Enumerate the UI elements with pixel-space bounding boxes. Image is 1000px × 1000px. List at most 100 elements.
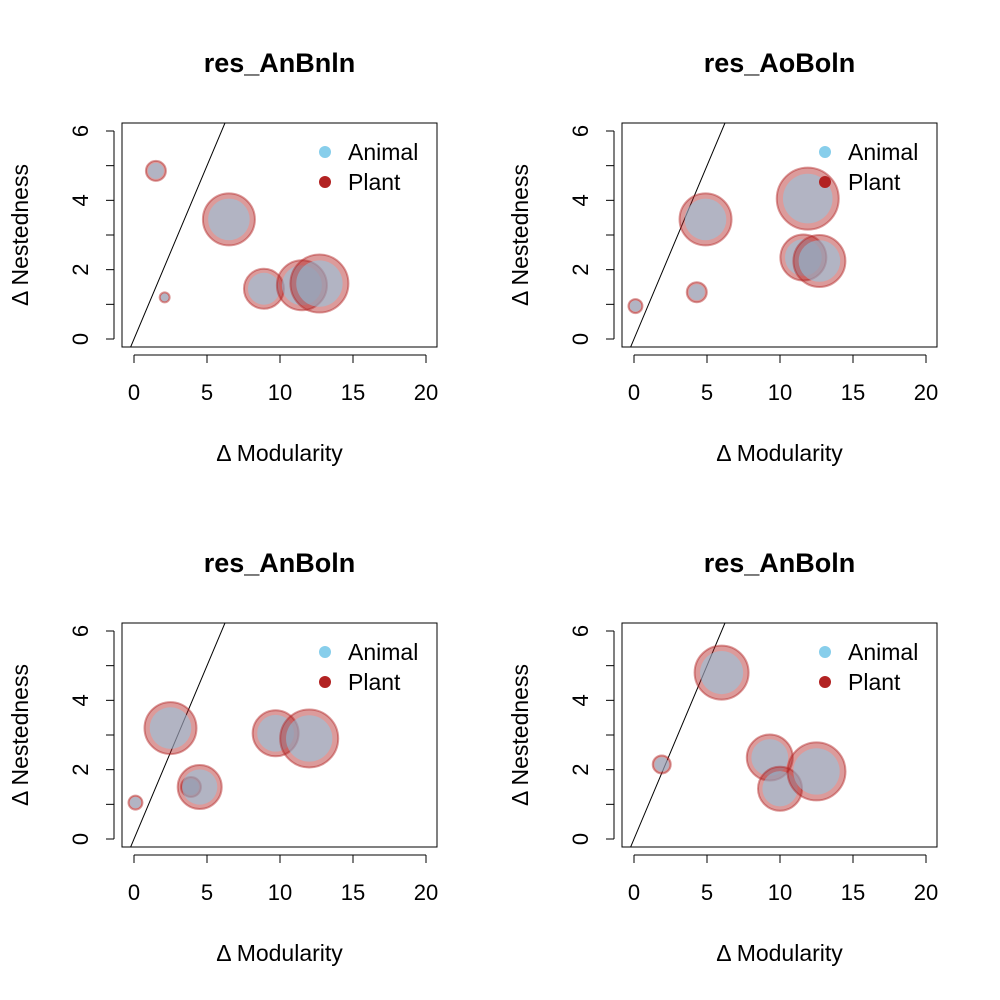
x-tick-label: 15: [841, 380, 865, 405]
data-point: [745, 733, 794, 782]
legend-label: Animal: [348, 639, 418, 665]
animal-point: [296, 260, 343, 307]
animal-point: [700, 651, 744, 695]
animal-point: [684, 198, 727, 241]
legend-label: Plant: [348, 669, 401, 695]
legend: Animal Plant: [819, 139, 918, 195]
x-tick-label: 10: [268, 880, 292, 905]
data-point: [786, 741, 847, 802]
x-axis-label: Δ Modularity: [716, 440, 843, 466]
x-axis-label: Δ Modularity: [216, 440, 343, 466]
x-tick-label: 20: [914, 380, 938, 405]
legend-label: Animal: [348, 139, 418, 165]
legend-label: Plant: [848, 169, 901, 195]
legend-label: Animal: [848, 139, 918, 165]
data-point: [678, 192, 733, 247]
y-axis-label: Δ Nestedness: [507, 664, 533, 806]
legend-label: Animal: [848, 639, 918, 665]
y-tick-label: 4: [568, 694, 593, 706]
x-tick-label: 5: [201, 380, 213, 405]
y-tick-label: 4: [68, 694, 93, 706]
data-point: [127, 794, 144, 811]
data-point: [279, 708, 340, 769]
data-point: [289, 253, 350, 314]
data-point: [158, 291, 171, 304]
data-point: [627, 298, 644, 315]
legend: Animal Plant: [319, 139, 418, 195]
x-tick-label: 20: [414, 880, 438, 905]
legend-plant-marker: [819, 676, 831, 688]
data-point: [143, 701, 198, 756]
animal-point: [129, 797, 142, 809]
animal-point: [247, 272, 280, 305]
y-axis-label: Δ Nestedness: [7, 164, 33, 306]
data-point: [176, 764, 223, 810]
data-point: [757, 765, 803, 812]
x-tick-label: 0: [128, 880, 140, 905]
plot-frame: [621, 122, 938, 348]
reference-line: [130, 623, 226, 847]
x-tick-label: 20: [914, 880, 938, 905]
data-point: [775, 166, 840, 231]
chart-title: res_AnBoln: [204, 548, 356, 578]
plot-frame: [621, 622, 938, 848]
y-tick-label: 2: [68, 764, 93, 776]
x-tick-label: 10: [268, 380, 292, 405]
legend-animal-marker: [819, 146, 831, 158]
plot-frame: [121, 622, 438, 848]
x-axis-label: Δ Modularity: [716, 940, 843, 966]
animal-point: [147, 162, 164, 179]
data-point: [242, 267, 285, 310]
y-tick-label: 2: [68, 264, 93, 276]
x-tick-label: 0: [628, 380, 640, 405]
legend-plant-marker: [319, 176, 331, 188]
legend-animal-marker: [319, 646, 331, 658]
x-tick-label: 0: [628, 880, 640, 905]
animal-point: [629, 300, 642, 312]
animal-point: [751, 739, 789, 776]
x-tick-label: 0: [128, 380, 140, 405]
x-axis-label: Δ Modularity: [216, 940, 343, 966]
animal-point: [798, 240, 841, 282]
x-tick-label: 15: [341, 880, 365, 905]
y-tick-label: 0: [68, 833, 93, 845]
y-axis-label: Δ Nestedness: [507, 164, 533, 306]
y-axis-label: Δ Nestedness: [7, 664, 33, 806]
y-tick-label: 4: [568, 194, 593, 206]
animal-point: [782, 173, 833, 224]
x-tick-label: 10: [768, 880, 792, 905]
data-point: [693, 644, 750, 701]
animal-point: [208, 198, 250, 241]
animal-point: [793, 748, 840, 795]
animal-point: [182, 769, 218, 805]
legend-label: Plant: [848, 669, 901, 695]
y-tick-label: 0: [568, 333, 593, 345]
plot-frame: [121, 122, 438, 348]
animal-point: [149, 707, 192, 749]
legend-animal-marker: [819, 646, 831, 658]
legend-plant-marker: [819, 176, 831, 188]
y-tick-label: 6: [68, 125, 93, 137]
x-tick-label: 10: [768, 380, 792, 405]
x-tick-label: 20: [414, 380, 438, 405]
legend-label: Plant: [348, 169, 401, 195]
data-point: [201, 192, 256, 247]
y-tick-label: 2: [568, 264, 593, 276]
chart-title: res_AnBnln: [204, 48, 356, 78]
y-tick-label: 4: [68, 194, 93, 206]
chart-panel-4: res_AnBoln 0 5 10 15 20 0 2 4 6 Δ Modularity Δ Nest…: [507, 548, 938, 966]
y-tick-label: 6: [68, 625, 93, 637]
legend-plant-marker: [319, 676, 331, 688]
x-tick-label: 5: [701, 880, 713, 905]
chart-panel-2: res_AoBoln 0 5 10 15 20 0 2 4 6 Δ Modularity Δ Nest…: [507, 48, 938, 466]
y-tick-label: 6: [568, 625, 593, 637]
reference-line: [630, 123, 726, 347]
animal-point: [257, 714, 295, 752]
animal-point: [688, 284, 705, 301]
x-tick-label: 15: [841, 880, 865, 905]
y-tick-label: 0: [68, 333, 93, 345]
y-tick-label: 6: [568, 125, 593, 137]
y-tick-label: 2: [568, 764, 593, 776]
data-point: [685, 281, 708, 304]
